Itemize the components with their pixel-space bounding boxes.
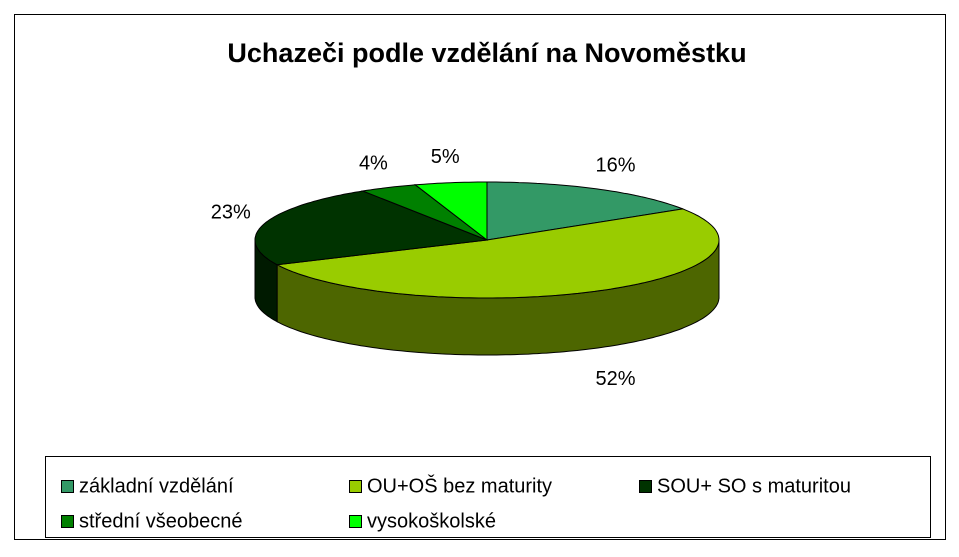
data-label: 16% <box>596 155 636 177</box>
legend-label: střední všeobecné <box>79 510 242 532</box>
legend-marker <box>349 480 362 493</box>
data-label: 4% <box>359 152 388 174</box>
pie-slice <box>254 190 488 266</box>
pie-slice <box>275 208 720 299</box>
legend-marker <box>61 515 74 528</box>
pie-slice <box>413 181 488 242</box>
pie-slice <box>486 181 684 241</box>
legend-marker <box>61 480 74 493</box>
legend-label: OU+OŠ bez maturity <box>367 474 552 497</box>
legend-marker <box>349 515 362 528</box>
legend-marker <box>639 480 652 493</box>
data-label: 23% <box>211 201 251 223</box>
data-label: 5% <box>431 146 460 168</box>
chart-title: Uchazeči podle vzdělání na Novoměstku <box>227 38 746 68</box>
legend-label: SOU+ SO s maturitou <box>657 475 851 497</box>
pie-slice <box>360 184 488 241</box>
legend-label: vysokoškolské <box>367 510 496 532</box>
legend-box <box>45 456 931 538</box>
legend-label: základní vzdělání <box>79 475 234 497</box>
data-label: 52% <box>596 368 636 390</box>
